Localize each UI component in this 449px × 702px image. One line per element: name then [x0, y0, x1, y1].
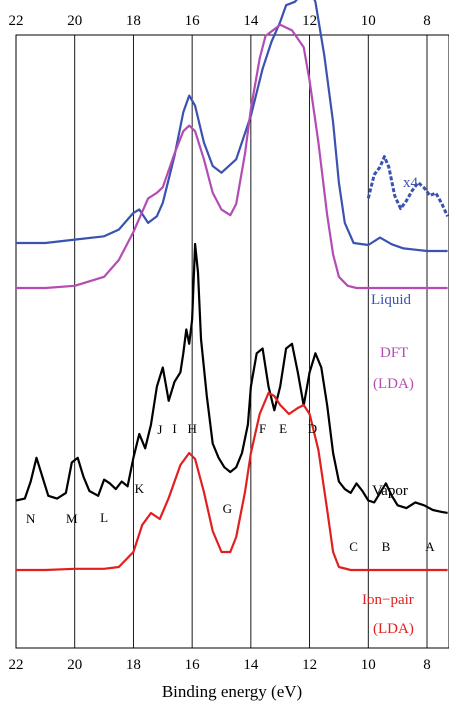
- top-tick-10: 10: [361, 13, 376, 29]
- series-line-x4: [366, 155, 449, 218]
- x4-label: x4: [403, 175, 419, 191]
- peak-label-e: E: [279, 421, 287, 436]
- peak-label-l: L: [100, 510, 108, 525]
- peak-label-d: D: [308, 421, 317, 436]
- bottom-tick-16: 16: [185, 657, 201, 673]
- ionpair-label-line1: Ion−pair: [362, 592, 414, 608]
- peak-label-f: F: [259, 421, 266, 436]
- peak-labels: N M L K J I H G F E D C B A: [26, 421, 435, 554]
- bottom-tick-14: 14: [243, 657, 259, 673]
- bottom-tick-20: 20: [67, 657, 82, 673]
- plot-frame: [15, 34, 449, 649]
- liquid-label: Liquid: [371, 292, 411, 308]
- peak-label-m: M: [66, 511, 78, 526]
- top-tick-18: 18: [126, 13, 141, 29]
- peak-label-k: K: [135, 481, 145, 496]
- peak-label-i: I: [172, 421, 176, 436]
- bottom-tick-10: 10: [361, 657, 376, 673]
- peak-label-n: N: [26, 511, 36, 526]
- ionpair-label-line2: (LDA): [373, 621, 414, 637]
- series-line-vapor: [15, 242, 448, 514]
- dft-label-line2: (LDA): [373, 376, 414, 392]
- vapor-label: Vapor: [372, 483, 408, 499]
- top-tick-22: 22: [9, 13, 24, 29]
- peak-label-c: C: [349, 539, 358, 554]
- peak-label-g: G: [223, 501, 232, 516]
- top-tick-16: 16: [185, 13, 201, 29]
- peak-label-h: H: [187, 421, 196, 436]
- series-line-liquid: [16, 0, 448, 253]
- peak-label-b: B: [382, 539, 391, 554]
- top-tick-20: 20: [67, 13, 82, 29]
- bottom-tick-8: 8: [423, 657, 431, 673]
- bottom-tick-labels: 22 20 18 16 14 12 10 8: [9, 657, 431, 673]
- series-line-ion-pair-lda-: [16, 391, 448, 572]
- peak-label-j: J: [157, 422, 162, 437]
- top-tick-labels: 22 20 18 16 14 12 10 8: [9, 13, 431, 29]
- top-tick-8: 8: [423, 13, 431, 29]
- dft-label-line1: DFT: [380, 345, 408, 361]
- series-line-dft-lda-: [16, 23, 448, 290]
- bottom-tick-18: 18: [126, 657, 141, 673]
- grid-lines: [15, 35, 428, 648]
- top-tick-14: 14: [243, 13, 259, 29]
- top-tick-12: 12: [302, 13, 317, 29]
- bottom-tick-22: 22: [9, 657, 24, 673]
- bottom-tick-12: 12: [302, 657, 317, 673]
- series-lines: [15, 0, 449, 572]
- x-axis-title: Binding energy (eV): [162, 682, 302, 701]
- peak-label-a: A: [425, 539, 435, 554]
